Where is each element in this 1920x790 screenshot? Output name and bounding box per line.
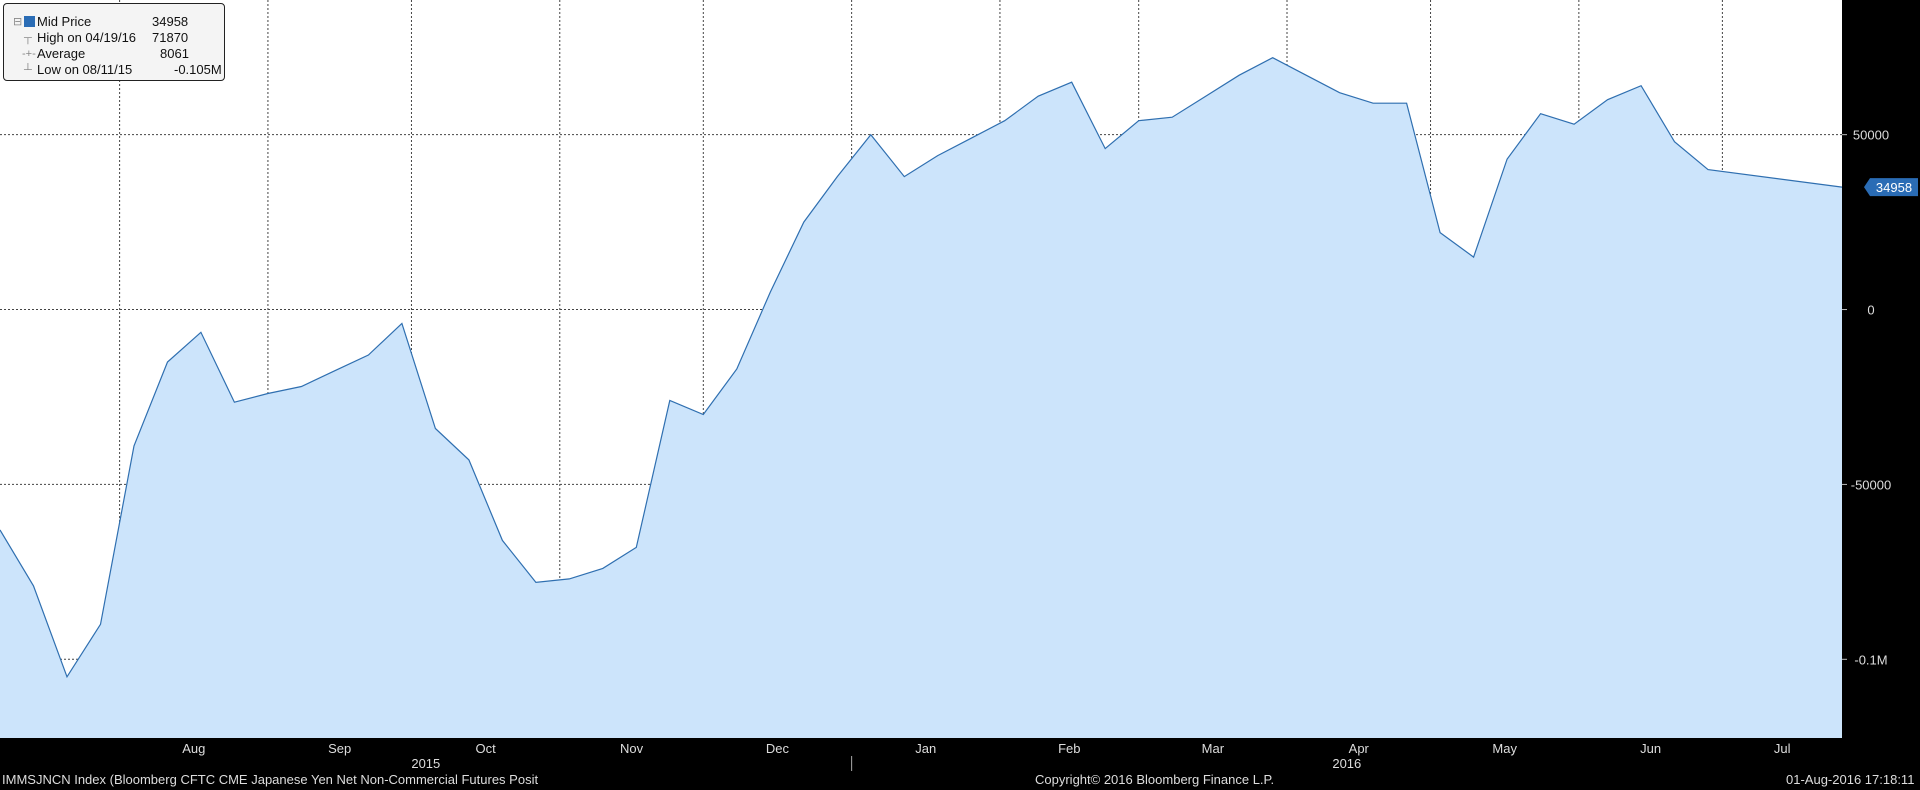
series-line (0, 57, 1843, 679)
legend-row-low: ┴ Low on 08/11/15 -0.105M (4, 62, 224, 78)
legend-row-high: ┬ High on 04/19/16 71870 (4, 30, 224, 46)
legend-value: 8061 (160, 46, 189, 61)
x-tick-label: Mar (1202, 741, 1225, 756)
legend-label: Low on 08/11/15 (37, 62, 133, 77)
footer-copyright: Copyright© 2016 Bloomberg Finance L.P. (1035, 772, 1275, 787)
footer-timestamp: 01-Aug-2016 17:18:11 (1786, 772, 1915, 787)
y-tick-label: 0 (1867, 303, 1874, 318)
last-value-badge (1870, 178, 1918, 197)
x-tick-label: Nov (620, 741, 644, 756)
y-tick-label: -0.1M (1854, 652, 1887, 667)
legend-row-average: -+- Average 8061 (4, 46, 224, 62)
x-tick-label: Jun (1640, 741, 1661, 756)
area-series (0, 57, 1843, 738)
legend-label: Mid Price (37, 14, 92, 29)
x-tick-label: Feb (1058, 741, 1080, 756)
legend-value: 34958 (152, 14, 189, 29)
collapse-icon[interactable]: ⊟ (13, 16, 23, 28)
series-area-fill (0, 57, 1842, 738)
axes: 50000 0 -50000 -0.1M 34958 Aug Sep Oct Nov Dec Jan… (182, 128, 1918, 771)
high-marker-icon: ┬ (24, 32, 32, 44)
last-value-pointer (1864, 178, 1870, 197)
x-tick-label: May (1492, 741, 1517, 756)
x-tick-label: Oct (476, 741, 497, 756)
y-tick-label: -50000 (1851, 477, 1891, 492)
x-tick-label: Sep (328, 741, 351, 756)
x-tick-label: Aug (182, 741, 205, 756)
year-label-2015: 2015 (411, 756, 440, 771)
y-tick-label: 50000 (1853, 128, 1889, 143)
average-marker-icon: -+- (22, 48, 36, 60)
series-swatch-icon (24, 16, 35, 27)
legend-row-mid-price: ⊟ Mid Price 34958 (4, 14, 224, 30)
x-tick-label: Apr (1349, 741, 1370, 756)
x-tick-label: Jan (915, 741, 936, 756)
legend-label: Average (37, 46, 86, 61)
x-tick-label: Jul (1774, 741, 1791, 756)
legend-label: High on 04/19/16 (37, 30, 137, 45)
low-marker-icon: ┴ (24, 64, 32, 76)
legend: ⊟ Mid Price 34958 ┬ High on 04/19/16 718… (3, 3, 225, 81)
last-value-label: 34958 (1876, 180, 1912, 195)
year-label-2016: 2016 (1332, 756, 1361, 771)
footer-ticker-description: IMMSJNCN Index (Bloomberg CFTC CME Japan… (2, 772, 539, 787)
legend-value: -0.105M (174, 62, 222, 77)
legend-value: 71870 (152, 30, 189, 45)
x-tick-label: Dec (766, 741, 790, 756)
